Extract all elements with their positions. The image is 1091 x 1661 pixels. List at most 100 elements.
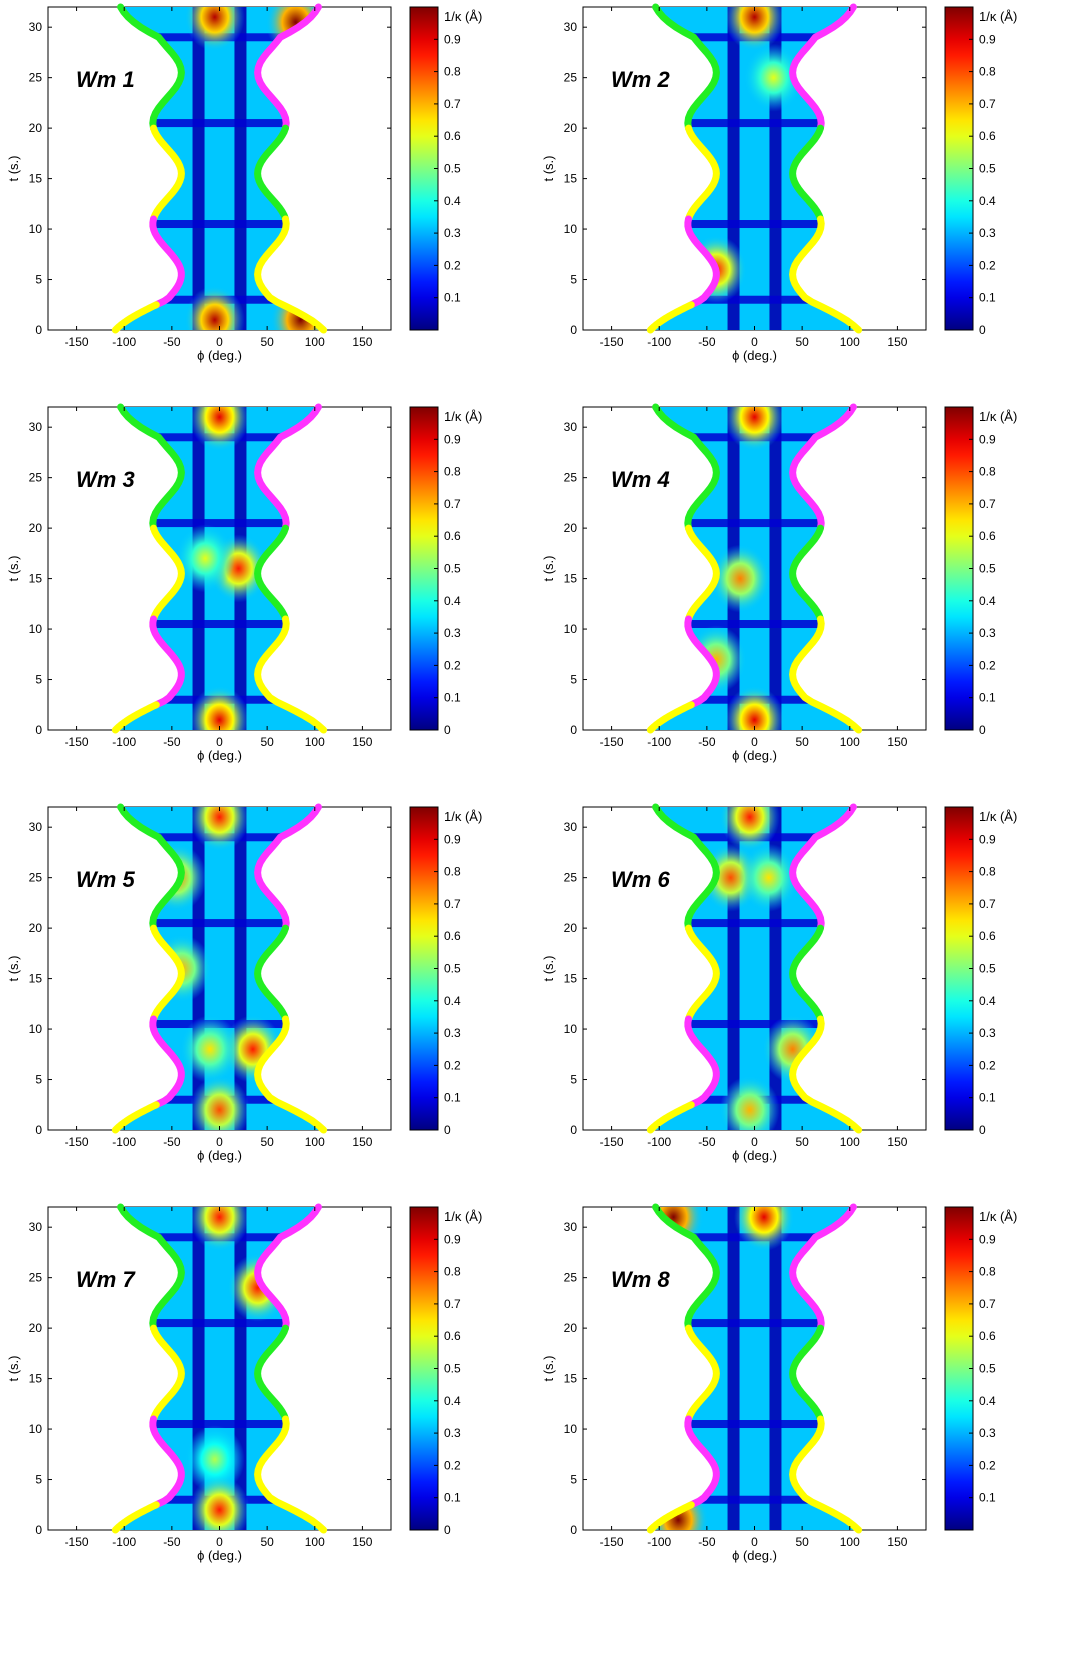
- colorbar-tick-label: 0.3: [979, 226, 996, 240]
- y-tick-label: 20: [564, 521, 578, 535]
- x-tick-label: 150: [887, 1535, 907, 1549]
- colorbar-tick-label: 0.5: [444, 562, 461, 576]
- colorbar-tick-label: 0.7: [979, 897, 996, 911]
- x-tick-label: 0: [751, 735, 758, 749]
- colorbar-tick-label: 0.7: [979, 1297, 996, 1311]
- colorbar-tick-label: 0.9: [444, 832, 461, 846]
- boundary-left-yellow: [150, 924, 185, 1023]
- y-tick-label: 30: [29, 420, 43, 434]
- hotspot: [179, 1015, 240, 1084]
- x-tick-label: 150: [887, 335, 907, 349]
- x-tick-label: 150: [352, 1135, 372, 1149]
- y-axis-label: t (s.): [541, 1356, 556, 1382]
- y-tick-label: 30: [564, 420, 578, 434]
- y-tick-label: 20: [564, 1321, 578, 1335]
- ridge: [115, 220, 324, 229]
- boundary-left-yellow: [111, 1101, 160, 1134]
- colorbar-tick-label: 0.4: [979, 194, 996, 208]
- boundary-left-magenta: [684, 1415, 720, 1509]
- y-tick-label: 10: [29, 222, 43, 236]
- y-axis-label: t (s.): [541, 556, 556, 582]
- colorbar-tick-label: 0.9: [979, 432, 996, 446]
- colorbar-tick-label: 0.6: [979, 129, 996, 143]
- boundary-left-yellow: [646, 301, 695, 334]
- x-tick-label: 50: [260, 1535, 274, 1549]
- boundary-left-magenta: [149, 215, 185, 309]
- ridge: [769, 407, 782, 730]
- x-tick-label: 0: [216, 735, 223, 749]
- hotspot: [184, 285, 245, 330]
- x-tick-label: 100: [305, 735, 325, 749]
- y-tick-label: 30: [29, 1220, 43, 1234]
- colorbar-label: 1/κ (Å): [444, 1209, 482, 1224]
- y-tick-label: 10: [29, 1022, 43, 1036]
- y-tick-label: 0: [570, 1523, 577, 1537]
- colorbar-tick-label: 0.2: [444, 1458, 461, 1472]
- boundary-right-magenta: [254, 803, 322, 932]
- y-tick-label: 15: [564, 172, 578, 186]
- boundary-left-green: [117, 1203, 185, 1332]
- hotspot: [175, 524, 236, 593]
- x-tick-label: -150: [600, 1535, 624, 1549]
- x-tick-label: -100: [112, 1535, 136, 1549]
- colorbar-label: 1/κ (Å): [979, 409, 1017, 424]
- colorbar-tick-label: 0.5: [979, 962, 996, 976]
- colorbar-tick-label: 0.2: [979, 258, 996, 272]
- y-tick-label: 20: [29, 921, 43, 935]
- y-tick-label: 20: [29, 121, 43, 135]
- boundary-right-magenta: [789, 3, 857, 132]
- x-tick-label: 50: [795, 735, 809, 749]
- x-axis-label: ϕ (deg.): [732, 1548, 777, 1563]
- panel-2: Wm 2 -150 -100 -50 0 50 100 150 0 5 10 15 20 25 30 ϕ (d…: [541, 3, 1017, 363]
- y-tick-label: 25: [29, 871, 43, 885]
- colorbar-tick-label: 0.7: [444, 97, 461, 111]
- x-tick-label: -50: [163, 335, 181, 349]
- colorbar-tick-label: 0.6: [979, 929, 996, 943]
- x-tick-label: -100: [112, 335, 136, 349]
- y-tick-label: 20: [29, 521, 43, 535]
- colorbar-tick-label: 0.8: [979, 865, 996, 879]
- colorbar-tick-label: 0.6: [979, 1329, 996, 1343]
- colorbar-label: 1/κ (Å): [444, 9, 482, 24]
- y-tick-label: 10: [564, 622, 578, 636]
- y-tick-label: 25: [564, 1271, 578, 1285]
- colorbar-tick-label: 0.5: [979, 562, 996, 576]
- y-tick-label: 10: [564, 222, 578, 236]
- hotspot: [710, 544, 771, 613]
- y-tick-label: 0: [570, 723, 577, 737]
- y-tick-label: 25: [564, 471, 578, 485]
- colorbar-tick-label: 0: [979, 323, 986, 337]
- boundary-right-yellow: [254, 1415, 328, 1534]
- boundary-left-yellow: [685, 924, 720, 1023]
- y-tick-label: 0: [35, 1123, 42, 1137]
- colorbar-tick-label: 0.9: [444, 432, 461, 446]
- boundary-left-magenta: [684, 615, 720, 709]
- colorbar-label: 1/κ (Å): [979, 809, 1017, 824]
- colorbar-tick-label: 0: [444, 1523, 451, 1537]
- hotspot: [738, 843, 799, 912]
- boundary-left-green: [652, 803, 720, 932]
- colorbar-label: 1/κ (Å): [979, 1209, 1017, 1224]
- ridge: [115, 519, 324, 528]
- panel-6: Wm 6 -150 -100 -50 0 50 100 150 0 5 10 15 20 25 30 ϕ (d…: [541, 803, 1017, 1163]
- panel-label: Wm 8: [611, 1267, 670, 1292]
- x-tick-label: 150: [887, 1135, 907, 1149]
- hotspot: [743, 43, 804, 112]
- boundary-left-magenta: [149, 615, 185, 709]
- colorbar-tick-label: 0.1: [979, 1091, 996, 1105]
- colorbar-tick-label: 0.3: [979, 626, 996, 640]
- boundary-left-magenta: [149, 1015, 185, 1109]
- colorbar-tick-label: 0.1: [979, 291, 996, 305]
- colorbar-tick-label: 0.2: [979, 658, 996, 672]
- boundary-right-green: [254, 1324, 289, 1423]
- colorbar-tick-label: 0.7: [979, 97, 996, 111]
- panel-label: Wm 7: [76, 1267, 136, 1292]
- boundary-left-magenta: [684, 1015, 720, 1109]
- colorbar-tick-label: 0.5: [979, 162, 996, 176]
- colorbar-tick-label: 0.5: [444, 962, 461, 976]
- colorbar-tick-label: 0.4: [444, 994, 461, 1008]
- boundary-left-green: [652, 3, 720, 132]
- x-axis-label: ϕ (deg.): [197, 348, 242, 363]
- x-tick-label: 150: [352, 1535, 372, 1549]
- hotspot: [189, 407, 250, 452]
